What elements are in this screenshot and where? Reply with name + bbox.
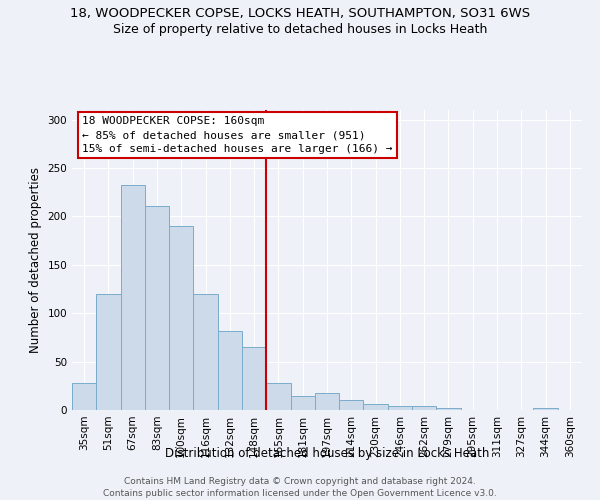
Bar [242,347,266,410]
Bar [121,186,145,410]
Bar [290,396,315,410]
Text: Distribution of detached houses by size in Locks Heath: Distribution of detached houses by size … [165,447,489,460]
Bar [145,206,169,410]
Bar [533,408,558,410]
Bar [364,404,388,410]
Bar [96,294,121,410]
Bar [193,294,218,410]
Bar [266,383,290,410]
Text: 18, WOODPECKER COPSE, LOCKS HEATH, SOUTHAMPTON, SO31 6WS: 18, WOODPECKER COPSE, LOCKS HEATH, SOUTH… [70,8,530,20]
Bar [436,408,461,410]
Text: 18 WOODPECKER COPSE: 160sqm
← 85% of detached houses are smaller (951)
15% of se: 18 WOODPECKER COPSE: 160sqm ← 85% of det… [82,116,392,154]
Text: Size of property relative to detached houses in Locks Heath: Size of property relative to detached ho… [113,22,487,36]
Bar [315,392,339,410]
Bar [412,406,436,410]
Bar [388,406,412,410]
Bar [339,400,364,410]
Bar [218,330,242,410]
Bar [72,383,96,410]
Y-axis label: Number of detached properties: Number of detached properties [29,167,42,353]
Bar [169,226,193,410]
Text: Contains HM Land Registry data © Crown copyright and database right 2024.
Contai: Contains HM Land Registry data © Crown c… [103,476,497,498]
